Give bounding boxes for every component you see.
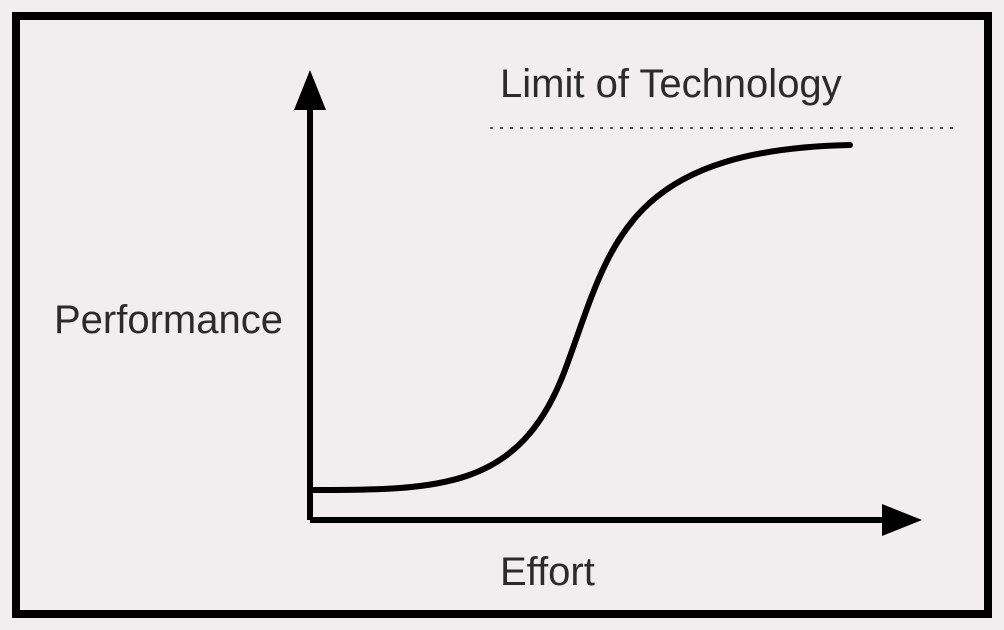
y-axis-arrow-icon xyxy=(294,70,326,110)
chart-frame: Performance Effort Limit of Technology xyxy=(12,12,992,618)
y-axis-label: Performance xyxy=(54,298,283,343)
s-curve xyxy=(310,145,850,490)
limit-label: Limit of Technology xyxy=(500,62,842,107)
x-axis-label: Effort xyxy=(500,550,595,595)
chart-area: Performance Effort Limit of Technology xyxy=(20,20,984,610)
x-axis-arrow-icon xyxy=(882,504,922,536)
